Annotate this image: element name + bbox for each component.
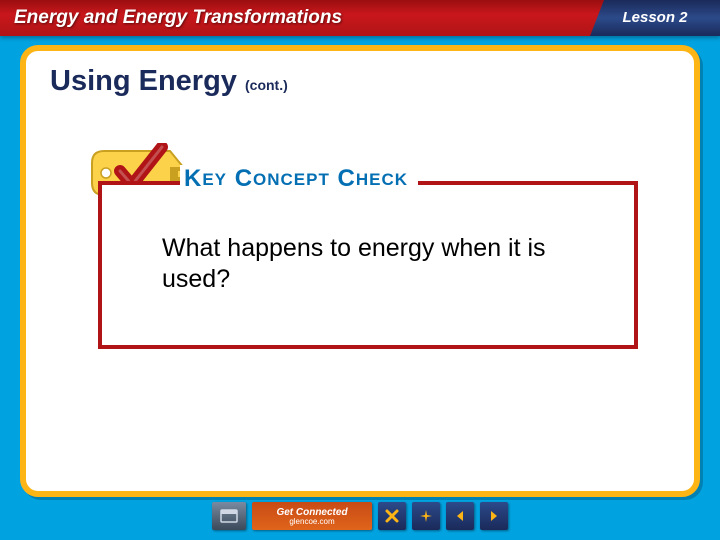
connect-line2: glencoe.com [289, 518, 334, 526]
screenshot-button[interactable] [212, 502, 246, 530]
kc-c: C [227, 165, 253, 192]
star-button[interactable] [412, 502, 440, 530]
kc-oncept: ONCEPT [253, 170, 330, 189]
heading-suffix: (cont.) [245, 77, 288, 93]
key-concept-box: KEY CONCEPT CHECK What happens to energy… [98, 181, 638, 349]
lesson-tab: Lesson 2 [590, 0, 720, 36]
page-heading: Using Energy (cont.) [50, 65, 288, 98]
kc-c2: C [330, 165, 356, 192]
heading-main: Using Energy [50, 65, 237, 97]
concept-question: What happens to energy when it is used? [162, 233, 584, 296]
key-concept-label: KEY CONCEPT CHECK [180, 165, 418, 193]
get-connected-button[interactable]: Get Connected glencoe.com [252, 502, 372, 530]
kc-ey: EY [202, 170, 227, 189]
bottom-toolbar: Get Connected glencoe.com [0, 498, 720, 534]
next-button[interactable] [480, 502, 508, 530]
prev-button[interactable] [446, 502, 474, 530]
close-button[interactable] [378, 502, 406, 530]
kc-heck: HECK [356, 170, 408, 189]
kc-k: K [184, 165, 202, 192]
content-card: Using Energy (cont.) KEY CONCEPT CHECK W… [20, 45, 700, 497]
